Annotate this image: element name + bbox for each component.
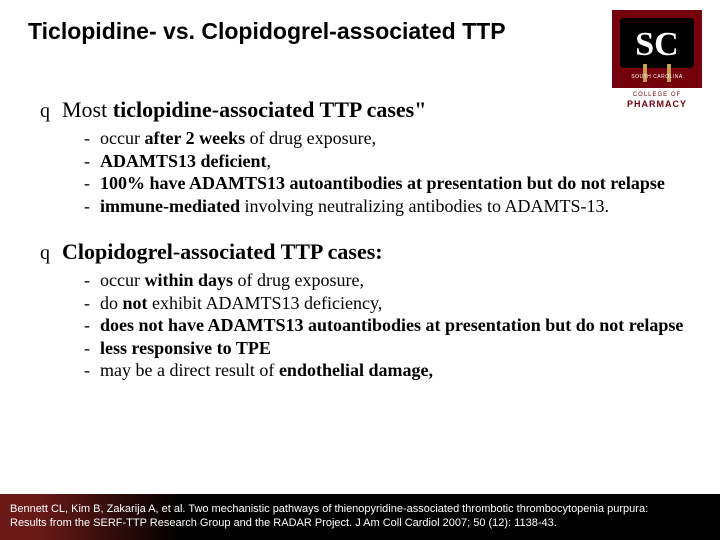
dash-icon: -	[84, 292, 100, 315]
content-body: qMost ticlopidine-associated TTP cases"-…	[20, 97, 700, 382]
list-item: -occur after 2 weeks of drug exposure,	[84, 127, 700, 150]
list-item-text: occur after 2 weeks of drug exposure,	[100, 127, 376, 150]
list-item-text: immune-mediated involving neutralizing a…	[100, 195, 609, 218]
list-item-text: ADAMTS13 deficient,	[100, 150, 271, 173]
list-item: -less responsive to TPE	[84, 337, 700, 360]
sub-list: -occur after 2 weeks of drug exposure,-A…	[84, 127, 700, 217]
dash-icon: -	[84, 359, 100, 382]
footer-line-2: Results from the SERF-TTP Research Group…	[10, 516, 710, 530]
section: qClopidogrel-associated TTP cases:-occur…	[40, 239, 700, 382]
footer-line-1: Bennett CL, Kim B, Zakarija A, et al. Tw…	[10, 502, 710, 516]
svg-text:PHARMACY: PHARMACY	[627, 99, 687, 109]
section-header: qMost ticlopidine-associated TTP cases"	[40, 97, 700, 123]
list-item: -100% have ADAMTS13 autoantibodies at pr…	[84, 172, 700, 195]
list-item: -does not have ADAMTS13 autoantibodies a…	[84, 314, 700, 337]
citation-footer: Bennett CL, Kim B, Zakarija A, et al. Tw…	[0, 494, 720, 540]
svg-text:SOUTH CAROLINA: SOUTH CAROLINA	[631, 74, 683, 80]
list-item-text: occur within days of drug exposure,	[100, 269, 364, 292]
list-item: -immune-mediated involving neutralizing …	[84, 195, 700, 218]
svg-text:COLLEGE OF: COLLEGE OF	[633, 92, 681, 98]
dash-icon: -	[84, 172, 100, 195]
list-item-text: may be a direct result of endothelial da…	[100, 359, 433, 382]
section-header-text: Clopidogrel-associated TTP cases:	[62, 239, 383, 265]
section: qMost ticlopidine-associated TTP cases" -…	[40, 97, 700, 217]
dash-icon: -	[84, 314, 100, 337]
dash-icon: -	[84, 269, 100, 292]
bullet-marker: q	[40, 242, 62, 265]
dash-icon: -	[84, 195, 100, 218]
section-header-text: Most ticlopidine-associated TTP cases"	[62, 97, 426, 123]
list-item: -do not exhibit ADAMTS13 deficiency,	[84, 292, 700, 315]
dash-icon: -	[84, 127, 100, 150]
slide-container: Ticlopidine- vs. Clopidogrel-associated …	[0, 0, 720, 540]
sc-pharmacy-logo: SC SOUTH CAROLINA COLLEGE OF PHARMACY	[612, 10, 702, 110]
list-item: -may be a direct result of endothelial d…	[84, 359, 700, 382]
logo-letters: SC	[635, 26, 678, 63]
list-item-text: less responsive to TPE	[100, 337, 271, 360]
list-item: -occur within days of drug exposure,	[84, 269, 700, 292]
dash-icon: -	[84, 337, 100, 360]
section-header: qClopidogrel-associated TTP cases:	[40, 239, 700, 265]
list-item-text: do not exhibit ADAMTS13 deficiency,	[100, 292, 382, 315]
list-item: -ADAMTS13 deficient,	[84, 150, 700, 173]
bullet-marker: q	[40, 100, 62, 123]
slide-title: Ticlopidine- vs. Clopidogrel-associated …	[28, 18, 700, 45]
list-item-text: 100% have ADAMTS13 autoantibodies at pre…	[100, 172, 665, 195]
sub-list: -occur within days of drug exposure,-do …	[84, 269, 700, 382]
list-item-text: does not have ADAMTS13 autoantibodies at…	[100, 314, 683, 337]
dash-icon: -	[84, 150, 100, 173]
